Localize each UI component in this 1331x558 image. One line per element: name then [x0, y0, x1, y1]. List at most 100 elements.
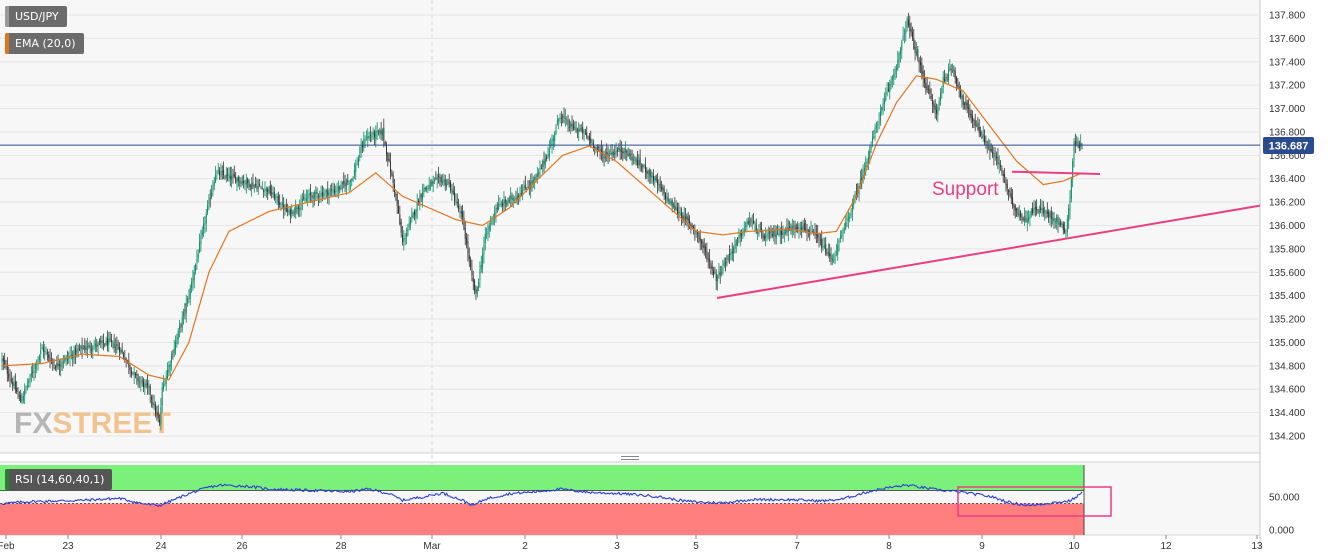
- candle-body: [172, 354, 174, 356]
- candle-body: [678, 212, 680, 214]
- candle-body: [869, 150, 871, 159]
- candle-body: [976, 124, 978, 126]
- candle-body: [98, 341, 100, 343]
- candle-body: [956, 77, 958, 84]
- candle-body: [97, 342, 99, 347]
- candle-body: [1010, 193, 1012, 199]
- candle-body: [144, 383, 146, 388]
- rsi-highlight-box: [957, 486, 1112, 517]
- candle-body: [411, 215, 413, 219]
- candle-body: [954, 71, 956, 79]
- candle-body: [4, 360, 6, 365]
- candle-body: [742, 233, 744, 235]
- candle-body: [1036, 206, 1038, 211]
- candle-body: [28, 381, 30, 383]
- candle-body: [17, 393, 19, 395]
- candle-body: [388, 158, 390, 162]
- candle-body: [635, 158, 637, 162]
- candle-body: [1054, 221, 1056, 223]
- candle-body: [276, 196, 278, 198]
- candle-body: [233, 174, 235, 178]
- rsi-indicator-label[interactable]: RSI (14,60,40,1): [5, 469, 113, 490]
- candle-body: [22, 395, 24, 401]
- candle-body: [914, 46, 916, 53]
- candle-body: [718, 270, 720, 277]
- candle-body: [873, 136, 875, 139]
- candle-body: [249, 184, 251, 187]
- candle-body: [910, 29, 912, 33]
- candle-body: [495, 208, 497, 214]
- candle-body: [175, 341, 177, 350]
- candle-body: [37, 359, 39, 363]
- support-annotation: Support: [932, 179, 999, 200]
- candle-body: [245, 179, 247, 185]
- candle-body: [94, 343, 96, 346]
- candle-body: [631, 156, 633, 161]
- candle-body: [997, 157, 999, 164]
- candle-body: [777, 233, 779, 235]
- candle-body: [652, 175, 654, 182]
- candle-body: [311, 196, 313, 198]
- candle-body: [265, 188, 267, 191]
- candle-body: [300, 203, 302, 210]
- candle-body: [850, 212, 852, 217]
- candle-body: [140, 381, 142, 384]
- candle-body: [643, 165, 645, 167]
- candle-body: [293, 211, 295, 214]
- candle-body: [805, 228, 807, 230]
- pane-resize-handle[interactable]: [621, 456, 639, 460]
- candle-body: [519, 194, 521, 198]
- candle-body: [360, 146, 362, 154]
- candle-body: [679, 213, 681, 215]
- candle-body: [989, 145, 991, 152]
- price-tick-label: 134.400: [1269, 408, 1306, 419]
- candle-body: [333, 189, 335, 193]
- candle-body: [1056, 217, 1058, 223]
- candle-body: [823, 245, 825, 247]
- candle-body: [5, 365, 7, 367]
- candle-body: [136, 374, 138, 376]
- candle-body: [335, 191, 337, 193]
- candle-body: [304, 199, 306, 201]
- candle-body: [56, 363, 58, 368]
- candle-body: [471, 268, 473, 276]
- candle-body: [155, 404, 157, 414]
- candle-body: [567, 120, 569, 126]
- candle-body: [941, 88, 943, 93]
- candle-body: [325, 190, 327, 192]
- candle-body: [746, 221, 748, 227]
- instrument-label[interactable]: USD/JPY: [5, 6, 67, 27]
- candle-body: [491, 217, 493, 225]
- candle-body: [806, 229, 808, 233]
- candle-body: [383, 127, 385, 141]
- candle-body: [296, 208, 298, 210]
- candle-body: [558, 119, 560, 121]
- candle-body: [890, 80, 892, 86]
- candle-body: [566, 119, 568, 121]
- candle-body: [292, 212, 294, 214]
- candle-body: [181, 317, 183, 328]
- candle-body: [403, 237, 405, 242]
- candle-body: [925, 82, 927, 89]
- candle-body: [662, 187, 664, 191]
- candle-body: [717, 276, 719, 282]
- candle-body: [279, 202, 281, 206]
- candle-body: [25, 386, 27, 388]
- candle-body: [48, 354, 50, 359]
- candle-body: [543, 160, 545, 164]
- candle-body: [607, 152, 609, 156]
- candle-body: [767, 232, 769, 234]
- candle-body: [815, 233, 817, 236]
- candle-body: [546, 157, 548, 159]
- candle-body: [538, 171, 540, 176]
- candle-body: [624, 148, 626, 153]
- candle-body: [799, 228, 801, 230]
- candle-body: [12, 381, 14, 386]
- candle-body: [160, 407, 162, 425]
- price-tick-label: 136.600: [1269, 151, 1306, 162]
- candle-body: [217, 170, 219, 172]
- ema-indicator-label[interactable]: EMA (20,0): [5, 33, 84, 54]
- candle-body: [819, 239, 821, 241]
- candle-body: [535, 177, 537, 179]
- candle-body: [940, 92, 942, 101]
